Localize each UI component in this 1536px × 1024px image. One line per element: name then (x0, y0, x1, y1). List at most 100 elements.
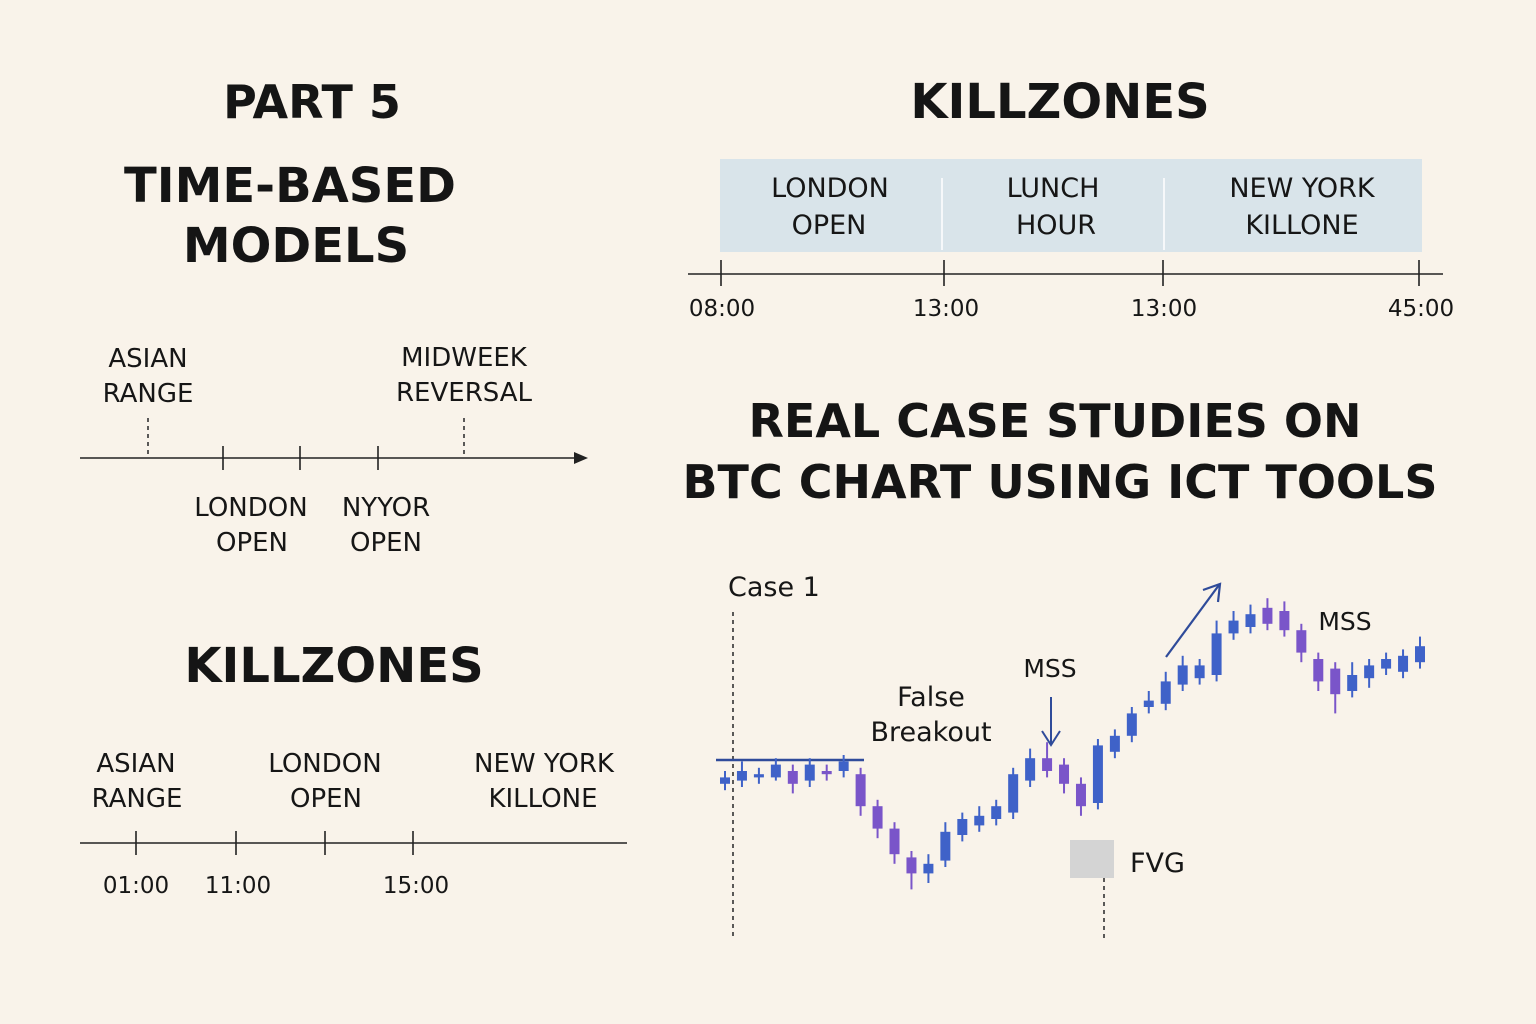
candle-body (1177, 665, 1188, 685)
candle-body (753, 774, 764, 778)
candlestick (1211, 620, 1222, 682)
candlestick (1160, 671, 1171, 711)
candle-body (1109, 735, 1120, 752)
right-kz-session-ny-2: KILLONE (1245, 210, 1358, 241)
candlestick (872, 799, 883, 839)
right-kz-time: 13:00 (1131, 296, 1197, 322)
candlestick (804, 758, 815, 787)
candlestick (855, 767, 866, 816)
timeline-top-label-asian-1: ASIAN (108, 344, 187, 374)
right-kz-session-ny-1: NEW YORK (1229, 173, 1376, 204)
candle-body (736, 771, 747, 781)
candlestick (923, 854, 934, 883)
timeline-bottom-label-ny-2: OPEN (350, 528, 422, 558)
case-label: Case 1 (728, 572, 820, 603)
left-kz-session-asian-2: RANGE (92, 784, 183, 814)
candlestick (736, 761, 747, 787)
candle-body (1313, 659, 1324, 682)
candle-body (1364, 665, 1375, 679)
candle-body (1347, 675, 1358, 691)
candle-body (957, 819, 968, 835)
right-kz-session-london-2: OPEN (792, 210, 867, 241)
candle-body (1262, 607, 1273, 624)
left-killzones-title: KILLZONES (184, 638, 483, 694)
case-studies-title-line2: BTC CHART USING ICT TOOLS (683, 455, 1438, 509)
part-label: PART 5 (223, 75, 401, 129)
candlestick (1059, 758, 1070, 794)
candle-body (906, 857, 917, 874)
killzones-band (720, 159, 1422, 252)
candles-group (720, 598, 1425, 890)
candlestick (720, 771, 730, 791)
candle-body (991, 806, 1002, 819)
candlestick (1262, 598, 1273, 631)
trend-up-arrow-icon (1165, 582, 1222, 658)
right-killzones-title: KILLZONES (910, 74, 1209, 130)
left-kz-session-asian-1: ASIAN (96, 749, 175, 779)
candlestick (1143, 691, 1154, 714)
candlestick (940, 822, 951, 867)
candlestick (991, 799, 1002, 826)
candle-body (872, 806, 883, 829)
candlestick (1398, 649, 1409, 679)
timeline-bottom-label-london-1: LONDON (194, 493, 307, 523)
candlestick (1245, 604, 1256, 634)
candle-body (770, 764, 781, 778)
right-kz-time: 45:00 (1388, 296, 1454, 322)
candle-body (1059, 764, 1070, 784)
candlestick (1228, 611, 1239, 640)
candle-body (974, 815, 985, 826)
candlestick (1008, 767, 1019, 819)
candle-body (1025, 758, 1036, 781)
candle-body (1126, 713, 1137, 736)
candlestick (1364, 659, 1375, 688)
candle-body (838, 761, 849, 771)
mss-down-arrow-icon (1041, 697, 1061, 747)
timeline-top-label-midweek-2: REVERSAL (396, 378, 533, 408)
candle-body (855, 774, 866, 807)
candle-body (1398, 655, 1409, 672)
candlestick (1296, 623, 1307, 663)
candle-body (940, 831, 951, 861)
left-killzones: KILLZONES ASIAN RANGE LONDON OPEN NEW YO… (80, 638, 627, 899)
candlestick (1347, 662, 1358, 698)
candlestick (957, 812, 968, 842)
btc-chart: Case 1 False Breakout MSS MSS FVG (716, 572, 1425, 940)
candlestick (1042, 742, 1053, 778)
candlestick (906, 851, 917, 890)
candlestick (889, 822, 900, 864)
candle-body (1008, 774, 1019, 813)
right-killzones: KILLZONES LONDON OPEN LUNCH HOUR NEW YOR… (688, 74, 1454, 322)
candle-body (1211, 633, 1222, 675)
right-kz-time: 13:00 (913, 296, 979, 322)
candlestick (974, 806, 985, 832)
right-kz-session-lunch-1: LUNCH (1007, 173, 1100, 204)
left-kz-time: 01:00 (103, 873, 169, 899)
candle-body (1075, 783, 1086, 807)
candle-body (923, 863, 934, 874)
candle-body (1415, 646, 1425, 663)
mss-label-1: MSS (1023, 654, 1076, 683)
candle-body (1279, 611, 1290, 631)
candle-body (889, 828, 900, 855)
candlestick (1126, 707, 1137, 743)
candlestick (1092, 739, 1103, 810)
left-kz-session-ny-2: KILLONE (488, 784, 597, 814)
timeline-bottom-label-london-2: OPEN (216, 528, 288, 558)
case-studies-title-line1: REAL CASE STUDIES ON (748, 394, 1361, 448)
candle-body (1381, 659, 1392, 669)
false-breakout-label-2: Breakout (870, 717, 991, 748)
candle-body (1330, 668, 1341, 695)
candle-body (1160, 681, 1171, 704)
candle-body (1194, 665, 1205, 679)
candlestick (1313, 652, 1324, 691)
timeline-top-label-asian-2: RANGE (103, 379, 194, 409)
candlestick (1381, 652, 1392, 675)
candlestick (1415, 636, 1425, 669)
candle-body (1042, 758, 1053, 771)
timeline-top-label-midweek-1: MIDWEEK (401, 343, 528, 373)
candlestick (1025, 748, 1036, 787)
timeline-arrow-head-icon (574, 452, 588, 464)
left-kz-time: 11:00 (205, 873, 271, 899)
candlestick (1075, 777, 1086, 816)
